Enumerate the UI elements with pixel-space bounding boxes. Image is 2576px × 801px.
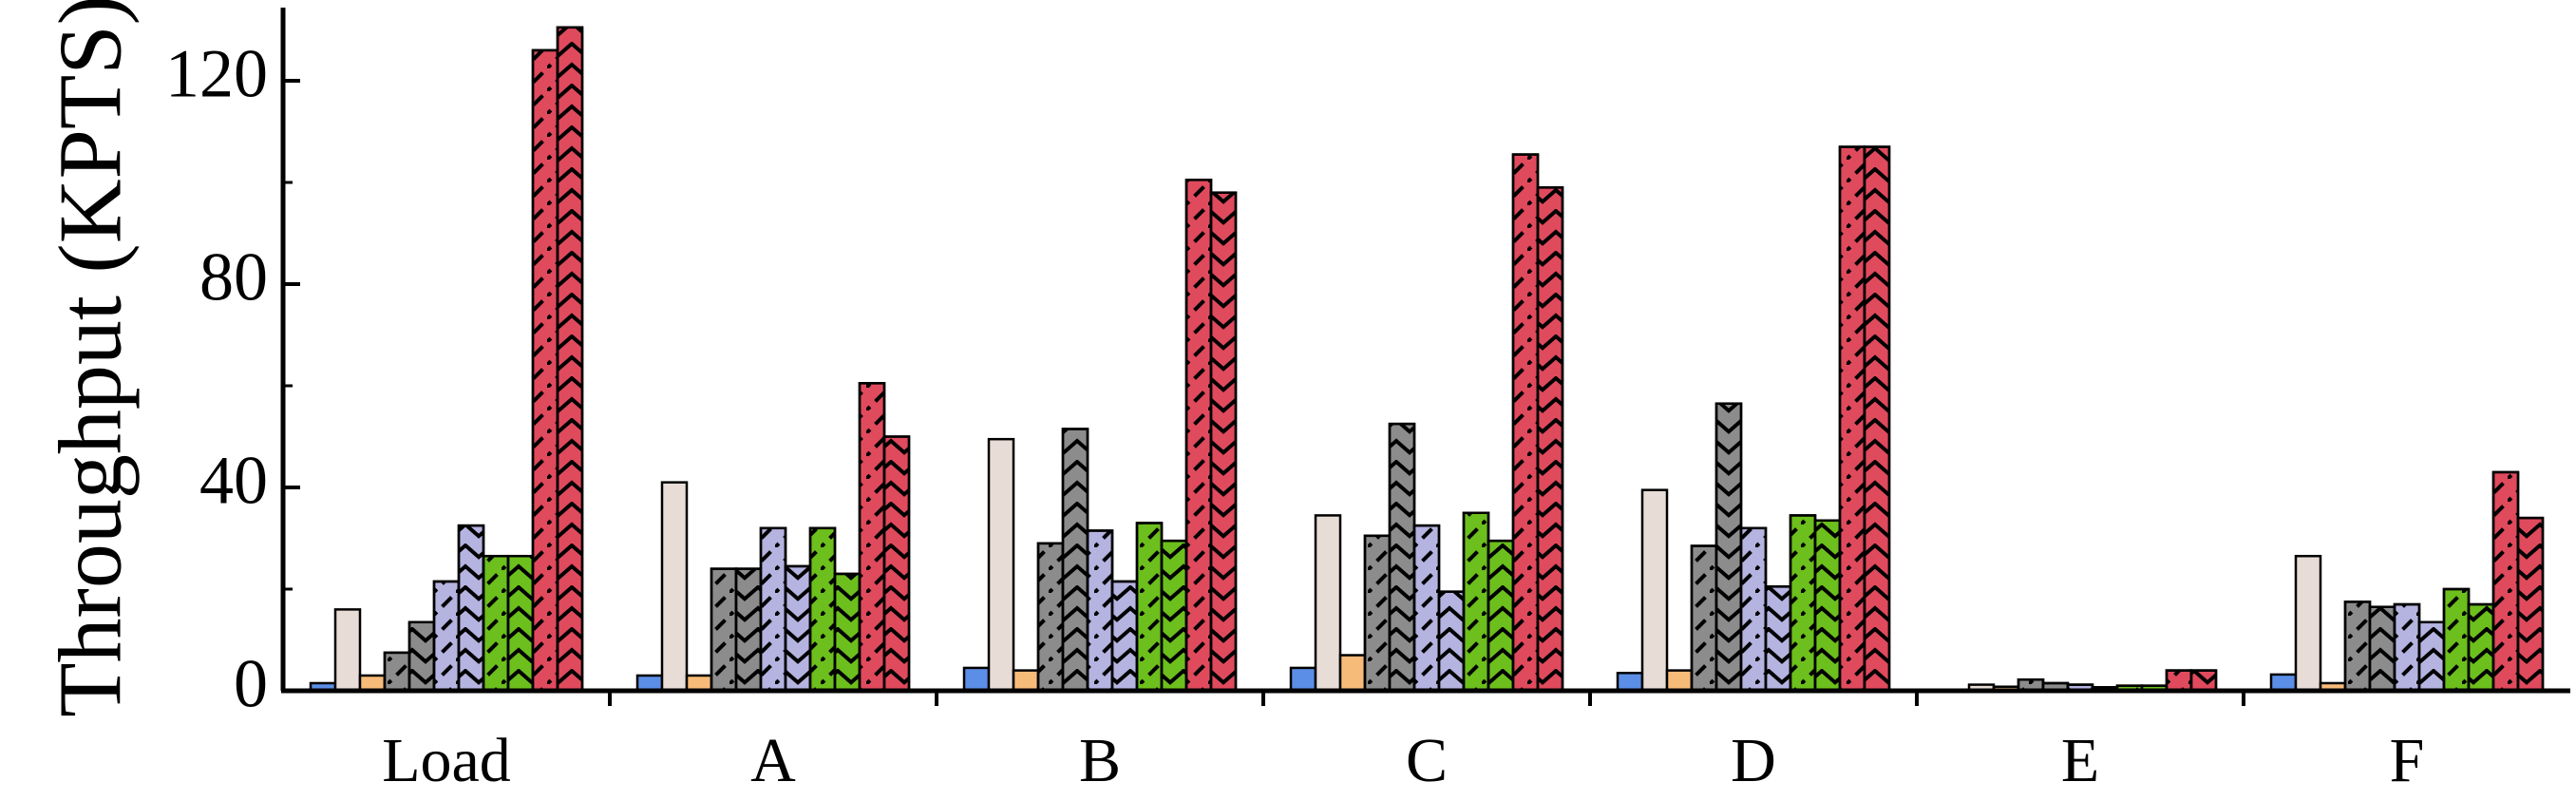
bar-hatch-load-s8 xyxy=(482,554,510,693)
bar-hatch-b-s10 xyxy=(1184,179,1213,693)
bar-hatch-e-s10 xyxy=(2165,669,2193,693)
bar-hatch-a-s11 xyxy=(882,435,911,693)
y-axis-ticks: 0 40 80 120 xyxy=(165,36,300,722)
bar-hatch-a-s6 xyxy=(759,526,787,693)
bar-hatch-a-s8 xyxy=(808,526,837,693)
x-tick-label-e: E xyxy=(2061,726,2099,795)
bar-b-s2 xyxy=(987,437,1015,693)
bar-hatch-d-s5 xyxy=(1714,402,1743,693)
bar-hatch-d-s11 xyxy=(1863,145,1891,693)
bar-d-s3 xyxy=(1665,669,1694,693)
bar-c-s1 xyxy=(1289,666,1317,693)
bar-hatch-f-s6 xyxy=(2393,602,2421,693)
bar-a-s2 xyxy=(660,481,689,693)
bar-b-s1 xyxy=(962,666,991,693)
y-tick-label: 0 xyxy=(234,646,268,722)
bar-hatch-f-s8 xyxy=(2442,587,2471,693)
bar-hatch-c-s10 xyxy=(1511,153,1540,693)
y-tick-label: 40 xyxy=(199,443,268,519)
bar-load-s2 xyxy=(333,608,362,693)
bar-hatch-c-s5 xyxy=(1388,422,1416,693)
bar-hatch-c-s11 xyxy=(1536,186,1564,693)
bar-f-s1 xyxy=(2269,673,2298,693)
x-tick-label-b: B xyxy=(1079,726,1121,795)
bar-hatch-f-s9 xyxy=(2467,602,2495,693)
bar-hatch-a-s4 xyxy=(710,567,738,693)
bar-hatch-f-s10 xyxy=(2491,470,2520,693)
bar-hatch-load-s5 xyxy=(407,620,436,693)
bar-hatch-f-s4 xyxy=(2343,601,2372,693)
bar-hatch-b-s9 xyxy=(1160,539,1188,693)
bar-hatch-f-s7 xyxy=(2417,620,2446,693)
bar-hatch-e-s11 xyxy=(2189,669,2218,693)
x-tick-label-d: D xyxy=(1731,726,1776,795)
bar-hatch-a-s5 xyxy=(734,567,763,693)
bar-f-s2 xyxy=(2294,554,2322,693)
bar-hatch-d-s10 xyxy=(1838,145,1866,693)
y-tick-label: 120 xyxy=(165,36,268,112)
bar-c-s2 xyxy=(1314,514,1342,693)
x-tick-label-load: Load xyxy=(382,726,511,795)
bar-hatch-f-s11 xyxy=(2516,516,2545,693)
bar-hatch-b-s4 xyxy=(1036,542,1065,693)
bar-hatch-load-s7 xyxy=(457,524,485,693)
x-tick-label-f: F xyxy=(2390,726,2425,795)
bar-hatch-f-s5 xyxy=(2368,605,2396,693)
bar-hatch-d-s7 xyxy=(1764,585,1792,693)
bar-hatch-c-s6 xyxy=(1412,524,1441,693)
bar-hatch-d-s9 xyxy=(1813,519,1842,693)
bar-hatch-b-s11 xyxy=(1209,191,1238,693)
bar-hatch-d-s6 xyxy=(1739,526,1768,693)
bar-hatch-load-s10 xyxy=(531,48,559,693)
bar-d-s2 xyxy=(1640,488,1669,693)
bar-hatch-load-s6 xyxy=(432,580,461,693)
bar-hatch-b-s5 xyxy=(1061,428,1089,693)
y-tick-label: 80 xyxy=(199,239,268,315)
bar-hatch-b-s6 xyxy=(1086,529,1114,693)
bar-hatch-a-s7 xyxy=(784,564,812,693)
y-axis-title: Throughput (KPTS) xyxy=(42,0,141,717)
bar-c-s3 xyxy=(1338,654,1367,693)
bar-hatch-c-s8 xyxy=(1462,511,1490,693)
bar-hatch-b-s7 xyxy=(1110,580,1139,693)
x-axis-ticks: Load A B C D E F xyxy=(382,691,2424,795)
bar-hatch-b-s8 xyxy=(1135,522,1164,693)
bar-hatch-a-s10 xyxy=(858,382,886,693)
bar-b-s3 xyxy=(1012,669,1040,693)
bar-hatch-d-s8 xyxy=(1789,514,1817,693)
bar-hatch-c-s4 xyxy=(1363,534,1392,693)
plot-area xyxy=(309,26,2545,693)
bar-hatch-d-s4 xyxy=(1690,544,1718,693)
x-tick-label-a: A xyxy=(750,726,796,795)
bar-hatch-c-s7 xyxy=(1437,590,1466,693)
bar-hatch-a-s9 xyxy=(833,572,862,693)
x-tick-label-c: C xyxy=(1406,726,1448,795)
bar-hatch-load-s11 xyxy=(556,26,584,693)
bar-hatch-c-s9 xyxy=(1487,539,1515,693)
bar-d-s1 xyxy=(1616,672,1644,693)
bar-hatch-load-s4 xyxy=(383,651,411,693)
bar-hatch-load-s9 xyxy=(506,554,535,693)
